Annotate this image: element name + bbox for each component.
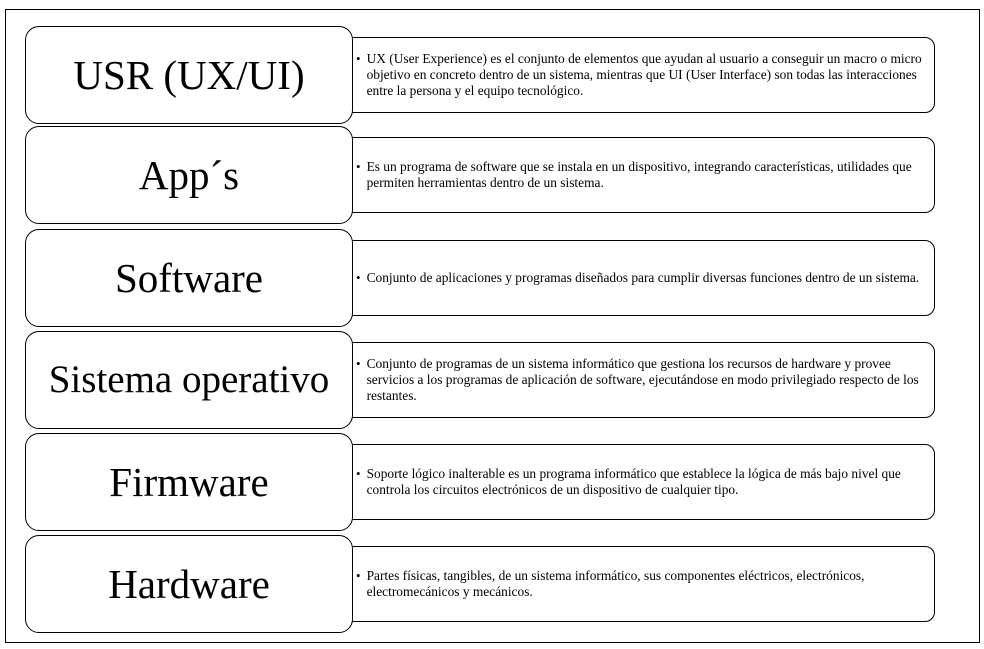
row-sistema-operativo: • Conjunto de programas de un sistema in…: [0, 331, 984, 429]
bullet-icon: •: [356, 466, 361, 481]
row-apps: • Es un programa de software que se inst…: [0, 126, 984, 224]
label-text: Sistema operativo: [48, 358, 330, 401]
label-text: USR (UX/UI): [73, 52, 305, 98]
label-box: Sistema operativo: [25, 331, 353, 429]
row-software: • Conjunto de aplicaciones y programas d…: [0, 229, 984, 327]
label-box: USR (UX/UI): [25, 26, 353, 124]
bullet-icon: •: [356, 356, 361, 371]
description-box: • Es un programa de software que se inst…: [342, 137, 935, 213]
description-box: • UX (User Experience) es el conjunto de…: [342, 37, 935, 113]
row-hardware: • Partes físicas, tangibles, de un siste…: [0, 535, 984, 633]
label-text: App´s: [138, 152, 240, 198]
label-text: Firmware: [109, 459, 269, 505]
bullet-icon: •: [356, 568, 361, 583]
bullet-icon: •: [356, 270, 361, 285]
row-usr-ux-ui: • UX (User Experience) es el conjunto de…: [0, 26, 984, 124]
label-box: App´s: [25, 126, 353, 224]
description-box: • Partes físicas, tangibles, de un siste…: [342, 546, 935, 622]
label-text: Hardware: [108, 561, 270, 607]
description-text: Conjunto de aplicaciones y programas dis…: [366, 270, 920, 285]
description-text: Es un programa de software que se instal…: [366, 159, 912, 190]
bullet-icon: •: [356, 159, 361, 174]
bullet-icon: •: [356, 51, 361, 66]
row-firmware: • Soporte lógico inalterable es un progr…: [0, 433, 984, 531]
description-text: UX (User Experience) es el conjunto de e…: [366, 51, 922, 98]
label-box: Software: [25, 229, 353, 327]
description-text: Partes físicas, tangibles, de un sistema…: [366, 568, 865, 599]
label-text: Software: [114, 255, 263, 301]
label-box: Hardware: [25, 535, 353, 633]
description-text: Soporte lógico inalterable es un program…: [366, 466, 901, 497]
description-box: • Soporte lógico inalterable es un progr…: [342, 444, 935, 520]
label-box: Firmware: [25, 433, 353, 531]
description-box: • Conjunto de programas de un sistema in…: [342, 342, 935, 418]
description-box: • Conjunto de aplicaciones y programas d…: [342, 240, 935, 316]
description-text: Conjunto de programas de un sistema info…: [366, 356, 919, 403]
